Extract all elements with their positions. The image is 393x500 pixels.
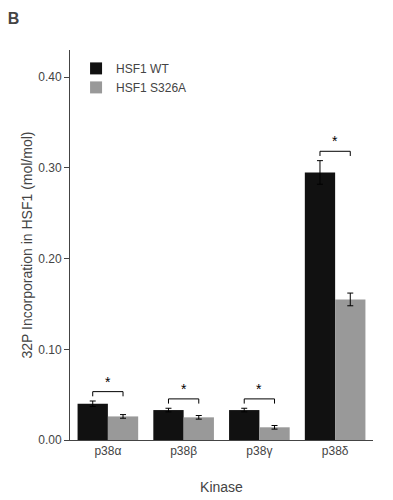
svg-text:0.10: 0.10: [38, 343, 62, 357]
svg-text:p38δ: p38δ: [322, 444, 349, 458]
svg-text:p38β: p38β: [170, 444, 197, 458]
svg-text:*: *: [105, 374, 111, 390]
svg-text:*: *: [332, 133, 338, 149]
svg-text:*: *: [181, 381, 187, 397]
svg-text:32P Incorporation in HSF1 (mol: 32P Incorporation in HSF1 (mol/mol): [19, 132, 35, 359]
svg-text:B: B: [8, 10, 20, 27]
svg-text:0.40: 0.40: [38, 70, 62, 84]
svg-text:0.00: 0.00: [38, 433, 62, 447]
svg-text:Kinase: Kinase: [200, 479, 243, 495]
svg-text:HSF1 WT: HSF1 WT: [116, 62, 169, 76]
svg-text:0.30: 0.30: [38, 161, 62, 175]
svg-text:p38α: p38α: [94, 444, 121, 458]
svg-text:0.20: 0.20: [38, 252, 62, 266]
svg-text:HSF1 S326A: HSF1 S326A: [116, 81, 186, 95]
svg-text:p38γ: p38γ: [246, 444, 272, 458]
svg-text:*: *: [256, 381, 262, 397]
